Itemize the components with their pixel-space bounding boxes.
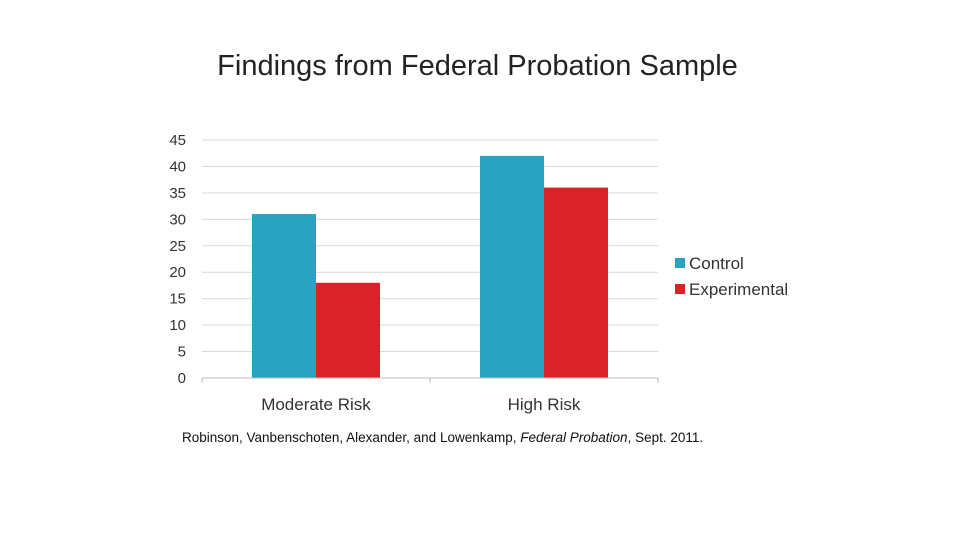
citation-authors: Robinson, Vanbenschoten, Alexander, and … — [182, 430, 521, 445]
slide-title: Findings from Federal Probation Sample — [217, 50, 738, 82]
bar-control-moderate-risk — [252, 214, 316, 378]
legend-label: Experimental — [689, 280, 788, 299]
y-tick-label: 20 — [169, 264, 186, 281]
y-tick-label: 30 — [169, 211, 186, 228]
y-tick-label: 15 — [169, 291, 186, 308]
legend-label: Control — [689, 254, 744, 273]
bar-control-high-risk — [480, 155, 544, 378]
legend-swatch — [675, 258, 685, 268]
legend: Control Experimental — [675, 254, 788, 299]
y-tick-label: 35 — [169, 185, 186, 202]
y-tick-label: 25 — [169, 238, 186, 255]
x-category-label: Moderate Risk — [261, 395, 371, 414]
bars — [252, 155, 608, 378]
citation: Robinson, Vanbenschoten, Alexander, and … — [182, 430, 703, 445]
citation-journal: Federal Probation — [520, 430, 628, 445]
y-tick-label: 0 — [178, 370, 186, 387]
y-tick-label: 40 — [169, 158, 186, 175]
legend-swatch — [675, 284, 685, 294]
bar-experimental-high-risk — [544, 187, 608, 378]
citation-date: , Sept. 2011. — [627, 430, 704, 445]
x-category-label: High Risk — [508, 395, 581, 414]
bar-experimental-moderate-risk — [316, 282, 380, 378]
y-tick-label: 10 — [169, 317, 186, 334]
axes: 0 5 10 15 20 25 30 35 40 45 Moderate Risk High Risk — [169, 132, 659, 414]
y-tick-label: 45 — [169, 132, 186, 149]
y-tick-label: 5 — [178, 344, 186, 361]
